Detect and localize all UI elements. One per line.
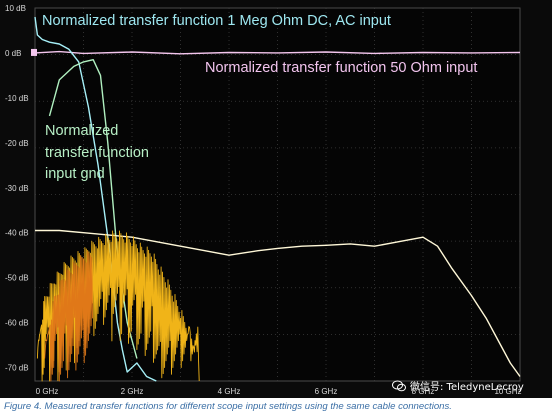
- y-tick-label: -20 dB: [5, 139, 29, 148]
- x-tick-label: 6 GHz: [315, 387, 338, 396]
- y-tick-label: -30 dB: [5, 184, 29, 193]
- y-tick-label: -40 dB: [5, 229, 29, 238]
- wechat-icon: [392, 380, 406, 391]
- x-tick-label: 0 GHz: [36, 387, 59, 396]
- series-line: [35, 229, 521, 377]
- x-tick-label: 4 GHz: [218, 387, 241, 396]
- annotation-label: Normalized transfer function 50 Ohm inpu…: [205, 60, 477, 76]
- y-tick-label: 10 dB: [5, 4, 26, 13]
- annotation-label: Normalized: [45, 123, 118, 139]
- series-line: [44, 250, 93, 382]
- x-tick-label: 2 GHz: [121, 387, 144, 396]
- series-line: [34, 50, 521, 55]
- y-tick-label: 0 dB: [5, 49, 21, 58]
- annotation-label: input gnd: [45, 166, 105, 182]
- y-tick-label: -60 dB: [5, 319, 29, 328]
- x-tick-label: 8 GHz: [412, 387, 435, 396]
- watermark: 微信号: TeledyneLecroy: [392, 378, 524, 393]
- scope-plot: 10 dB 0 dB -10 dB -20 dB -30 dB -40 dB -50 dB -…: [0, 0, 552, 398]
- watermark-text: 微信号: TeledyneLecroy: [410, 382, 524, 393]
- figure-caption: Figure 4. Measured transfer functions fo…: [4, 401, 452, 412]
- y-tick-label: -70 dB: [5, 364, 29, 373]
- y-tick-label: -50 dB: [5, 274, 29, 283]
- annotation-label: Normalized transfer function 1 Meg Ohm D…: [42, 13, 391, 29]
- series-line: [34, 16, 157, 382]
- reference-marker: [31, 48, 37, 56]
- annotation-label: transfer function: [45, 145, 149, 161]
- transfer-function-chart: 10 dB 0 dB -10 dB -20 dB -30 dB -40 dB -50 dB -…: [5, 4, 522, 396]
- x-tick-label: 10 GHz: [494, 387, 521, 396]
- y-tick-label: -10 dB: [5, 94, 29, 103]
